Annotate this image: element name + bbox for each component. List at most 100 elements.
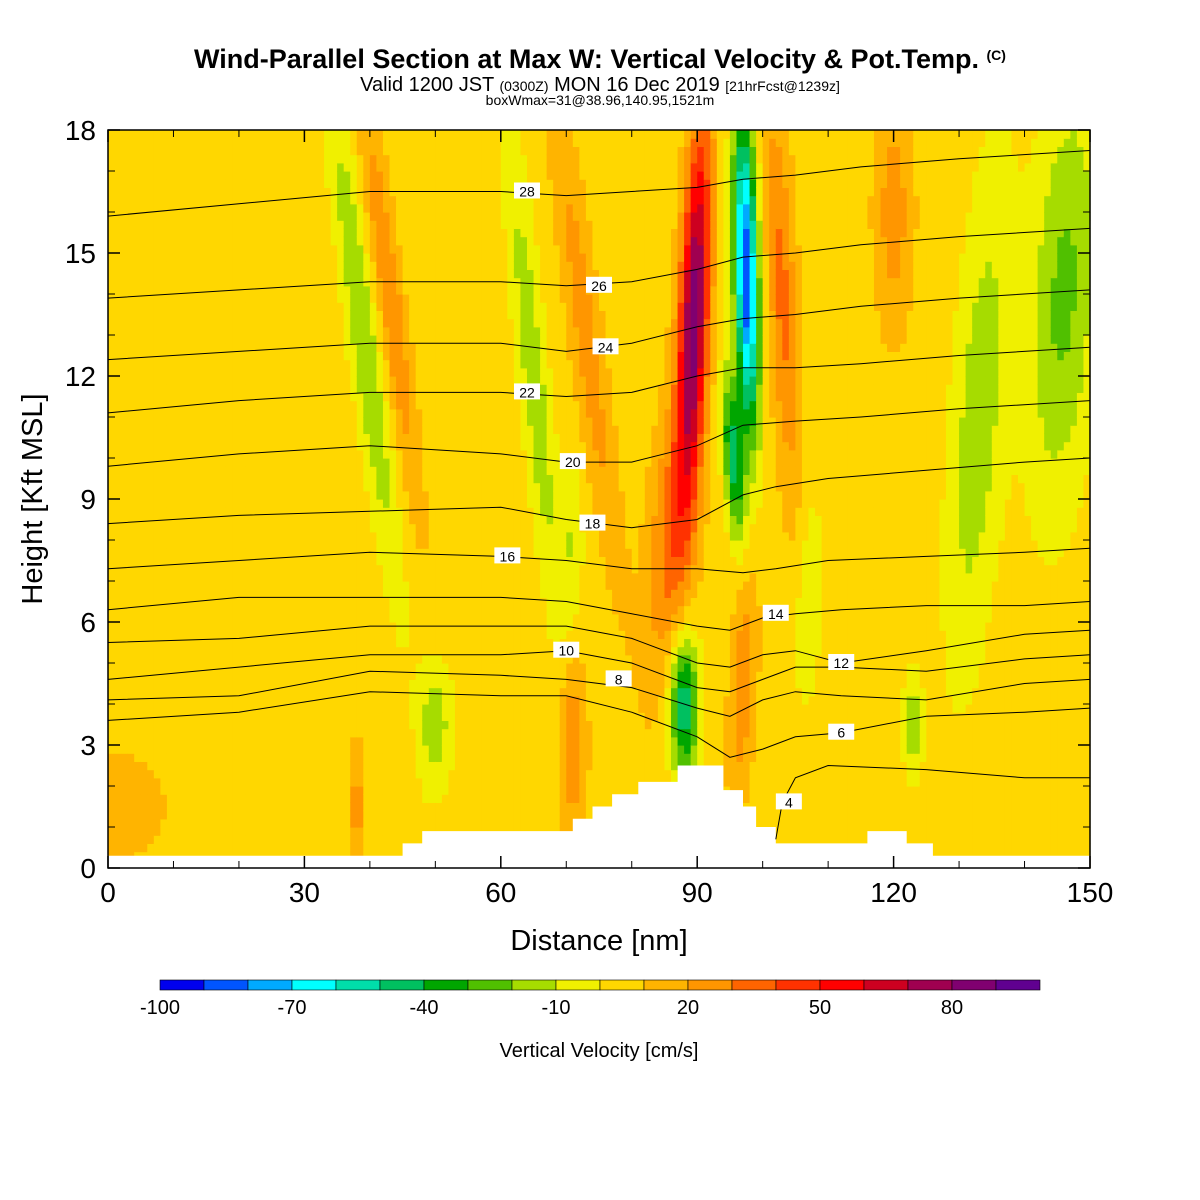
velocity-cell [173, 745, 181, 754]
velocity-cell [252, 146, 260, 156]
velocity-cell [389, 745, 397, 754]
velocity-cell [461, 589, 469, 598]
velocity-cell [435, 359, 443, 369]
velocity-cell [291, 367, 299, 377]
velocity-cell [369, 638, 378, 648]
velocity-cell [225, 745, 233, 754]
velocity-cell [297, 261, 305, 270]
velocity-cell [363, 745, 371, 754]
velocity-cell [238, 523, 247, 533]
velocity-cell [363, 482, 371, 492]
velocity-cell [389, 482, 397, 492]
velocity-cell [396, 458, 404, 467]
velocity-cell [317, 810, 325, 820]
velocity-cell [422, 285, 430, 295]
velocity-cell [140, 736, 148, 746]
velocity-cell [291, 277, 299, 287]
velocity-cell [304, 294, 312, 303]
velocity-cell [258, 589, 266, 598]
velocity-cell [193, 835, 201, 844]
velocity-cell [343, 531, 351, 541]
velocity-cell [212, 376, 220, 385]
velocity-cell [356, 827, 364, 836]
velocity-cell [219, 753, 227, 762]
velocity-cell [356, 154, 364, 164]
velocity-cell [193, 556, 201, 566]
velocity-cell [304, 326, 312, 336]
velocity-cell [422, 335, 430, 344]
velocity-cell [382, 572, 391, 582]
velocity-cell [389, 654, 397, 664]
velocity-cell [310, 777, 319, 787]
velocity-cell [310, 589, 319, 598]
velocity-cell [166, 310, 175, 320]
velocity-cell [304, 351, 312, 361]
velocity-cell [160, 384, 168, 393]
velocity-cell [415, 835, 423, 844]
velocity-cell [153, 605, 161, 615]
velocity-cell [291, 441, 299, 451]
velocity-cell [173, 310, 181, 320]
velocity-cell [297, 548, 305, 557]
velocity-cell [245, 572, 253, 582]
velocity-cell [278, 433, 286, 443]
velocity-cell [121, 433, 129, 443]
velocity-cell [448, 704, 456, 713]
velocity-cell [356, 777, 364, 787]
velocity-cell [461, 171, 469, 180]
velocity-cell [396, 326, 404, 336]
velocity-cell [369, 679, 378, 689]
velocity-cell [193, 687, 201, 697]
velocity-cell [343, 146, 351, 156]
velocity-cell [409, 736, 417, 746]
velocity-cell [252, 400, 260, 410]
velocity-cell [454, 408, 463, 418]
velocity-cell [454, 646, 463, 656]
velocity-cell [153, 515, 161, 525]
velocity-cell [284, 540, 292, 549]
velocity-cell [212, 589, 220, 598]
velocity-cell [199, 474, 207, 484]
velocity-cell [369, 318, 378, 328]
velocity-cell [186, 810, 194, 820]
velocity-cell [173, 458, 181, 467]
velocity-cell [356, 597, 364, 607]
velocity-cell [402, 310, 410, 320]
velocity-cell [343, 695, 351, 705]
velocity-cell [278, 302, 286, 311]
velocity-cell [363, 753, 371, 762]
velocity-cell [219, 695, 227, 705]
velocity-cell [343, 285, 351, 295]
velocity-cell [193, 384, 201, 393]
velocity-cell [324, 203, 332, 213]
velocity-cell [330, 695, 338, 705]
velocity-cell [114, 572, 122, 582]
velocity-cell [265, 277, 273, 287]
velocity-cell [461, 400, 469, 410]
velocity-cell [324, 671, 332, 680]
velocity-cell [304, 646, 312, 656]
velocity-cell [245, 786, 253, 795]
velocity-cell [206, 663, 214, 672]
velocity-cell [454, 753, 463, 762]
velocity-cell [212, 728, 220, 738]
velocity-cell [134, 818, 142, 828]
velocity-cell [140, 646, 148, 656]
velocity-cell [219, 203, 227, 213]
velocity-cell [225, 310, 233, 320]
velocity-cell [284, 581, 292, 590]
velocity-cell [441, 490, 450, 500]
velocity-cell [389, 433, 397, 443]
velocity-cell [454, 318, 463, 328]
velocity-cell [461, 310, 469, 320]
velocity-cell [238, 794, 247, 803]
velocity-cell [415, 572, 423, 582]
velocity-cell [330, 228, 338, 238]
velocity-cell [108, 818, 116, 828]
velocity-cell [337, 277, 345, 287]
velocity-cell [212, 318, 220, 328]
velocity-cell [284, 417, 292, 426]
velocity-cell [245, 171, 253, 180]
velocity-cell [297, 523, 305, 533]
velocity-cell [252, 228, 260, 238]
